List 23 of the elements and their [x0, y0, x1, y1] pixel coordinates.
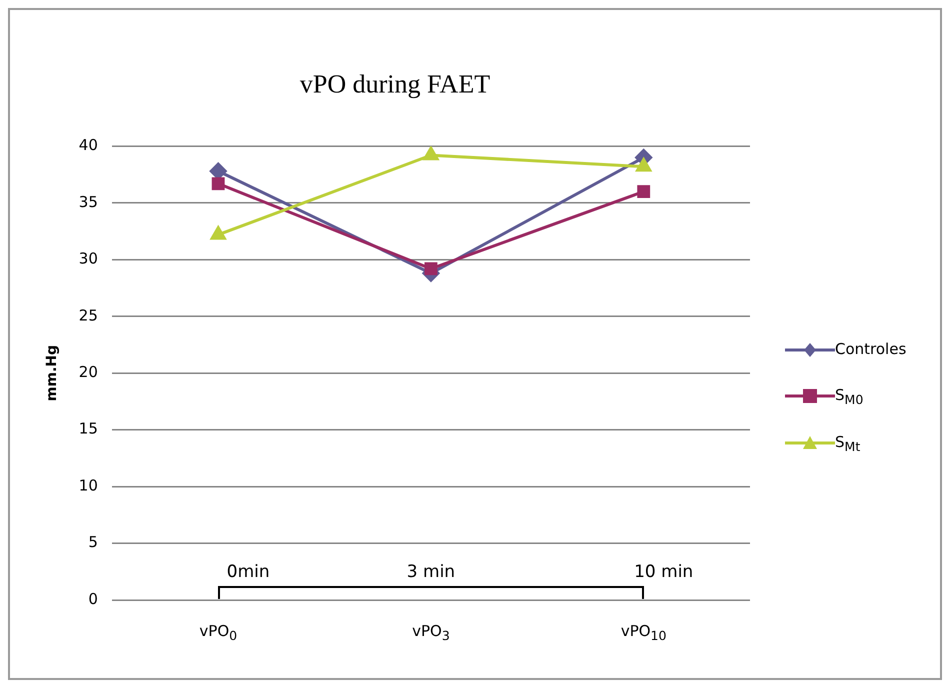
- y-tick-label: 10: [78, 476, 98, 494]
- y-tick-label: 35: [78, 192, 98, 211]
- x-tick-label: vPO$_{0}$: [198, 622, 238, 643]
- y-tick-label: 25: [78, 306, 98, 324]
- y-tick-label: 40: [78, 136, 98, 154]
- point: [637, 185, 650, 198]
- point: [424, 262, 438, 276]
- chart-title: vPO during FAET: [300, 69, 490, 98]
- annotation: 0min: [226, 562, 271, 582]
- y-tick-label: 30: [78, 250, 98, 268]
- y-tick-label: 20: [78, 362, 98, 381]
- y-tick-label: 5: [88, 533, 98, 552]
- legend-label: Controles: [835, 340, 906, 358]
- y-tick-label: 0: [88, 590, 98, 608]
- x-tick-label: vPO$_{10}$: [620, 622, 668, 643]
- y-tick-label: 15: [78, 420, 98, 438]
- x-tick-label: vPO$_{3}$: [411, 622, 451, 643]
- y-axis-title: mm.Hg: [44, 344, 60, 402]
- legend-label: S$_{M0}$: [835, 386, 864, 408]
- annotation: 10 min: [633, 562, 694, 582]
- annotation: 3 min: [406, 562, 456, 582]
- point: [212, 177, 225, 190]
- legend-label: S$_{Mt}$: [835, 433, 860, 454]
